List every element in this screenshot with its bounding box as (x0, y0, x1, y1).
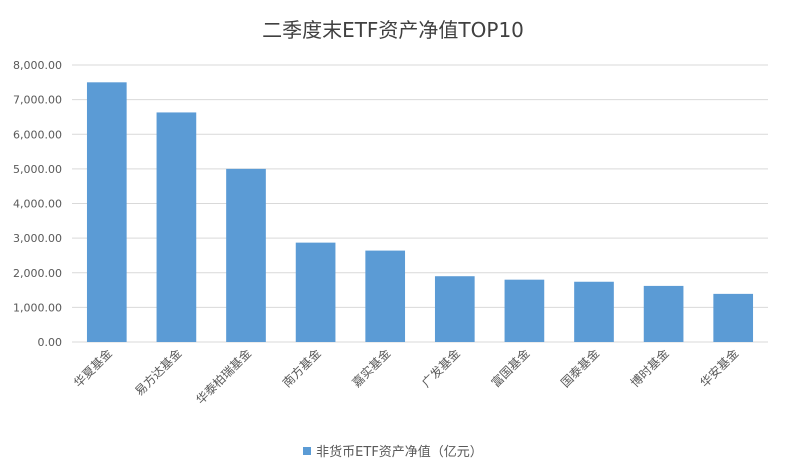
bar (713, 293, 754, 342)
bar (226, 168, 266, 342)
bar (365, 250, 406, 342)
x-tick-label: 华安基金 (697, 346, 742, 391)
y-tick-label: 3,000.00 (13, 232, 62, 245)
x-tick-label: 博时基金 (627, 346, 672, 391)
x-tick-label: 富国基金 (488, 346, 533, 391)
y-tick-label: 8,000.00 (13, 59, 62, 72)
legend-swatch (303, 446, 312, 455)
y-tick-label: 0.00 (38, 336, 63, 349)
bar (574, 281, 614, 342)
legend: 非货币ETF资产净值（亿元） (0, 441, 786, 460)
x-tick-label: 华泰柏瑞基金 (193, 346, 255, 408)
y-tick-label: 2,000.00 (13, 267, 62, 280)
bar (434, 276, 475, 342)
x-tick-label: 广发基金 (418, 346, 463, 391)
bar (643, 285, 684, 342)
y-tick-label: 5,000.00 (13, 163, 62, 176)
y-tick-label: 7,000.00 (13, 94, 62, 107)
y-tick-label: 1,000.00 (13, 301, 62, 314)
x-tick-label: 国泰基金 (558, 346, 603, 391)
y-tick-label: 6,000.00 (13, 128, 62, 141)
x-tick-label: 嘉实基金 (349, 346, 394, 391)
x-tick-label: 南方基金 (279, 346, 324, 391)
bar (295, 242, 336, 342)
x-tick-label: 易方达基金 (131, 346, 184, 399)
legend-label: 非货币ETF资产净值（亿元） (316, 445, 483, 460)
bar (156, 112, 197, 342)
chart-title: 二季度末ETF资产净值TOP10 (262, 18, 524, 42)
y-tick-label: 4,000.00 (13, 198, 62, 211)
x-tick-label: 华夏基金 (70, 346, 115, 391)
bar (504, 279, 545, 342)
bar (86, 82, 127, 342)
